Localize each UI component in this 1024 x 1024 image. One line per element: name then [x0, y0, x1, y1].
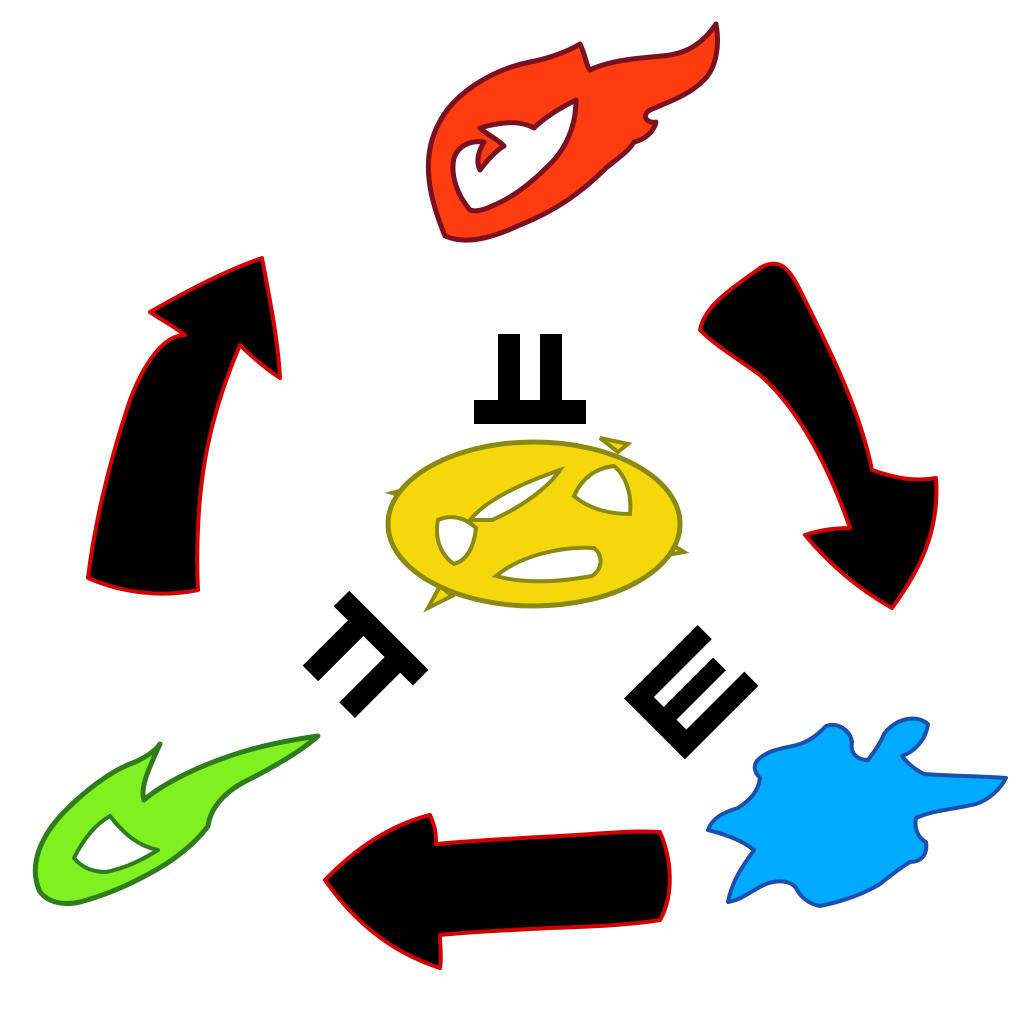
glyph-top-icon — [474, 334, 586, 424]
cycle-arrow-water-to-wind — [323, 813, 672, 970]
cycle-arrow-fire-to-water — [698, 261, 939, 610]
glyph-right-icon — [624, 624, 759, 760]
wind-swirl-icon — [32, 733, 321, 907]
spiked-ring-icon — [384, 436, 690, 613]
flame-icon — [425, 21, 720, 243]
water-splash-icon — [706, 716, 1008, 908]
glyph-left-icon — [302, 590, 429, 718]
cycle-arrow-wind-to-fire — [86, 256, 282, 596]
